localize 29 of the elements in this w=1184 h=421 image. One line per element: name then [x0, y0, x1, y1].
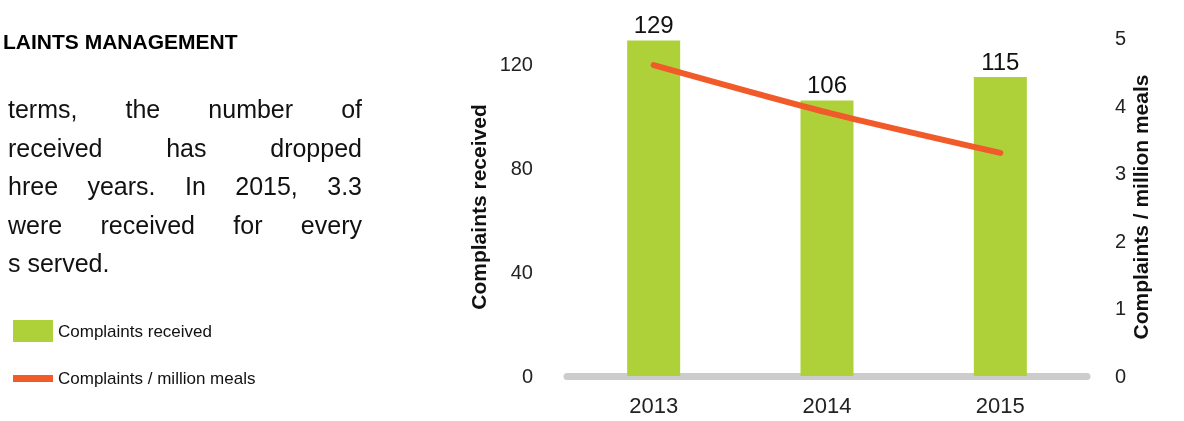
- data-label: 115: [981, 47, 1020, 75]
- data-label: 106: [806, 70, 848, 98]
- x-tick-label: 2014: [802, 392, 852, 418]
- x-tick-label: 2013: [629, 392, 679, 418]
- text: received has dropped: [8, 132, 362, 164]
- legend-label: Complaints received: [58, 321, 213, 341]
- y-tick-label: 0: [521, 365, 533, 387]
- y2-tick-label: 0: [1115, 365, 1127, 387]
- bar: [800, 100, 854, 376]
- y2-tick-label: 4: [1115, 94, 1127, 117]
- bar: [627, 40, 681, 376]
- y2-tick-label: 3: [1115, 162, 1127, 185]
- text: terms, the number of: [8, 94, 362, 125]
- y-tick-label: 40: [510, 261, 533, 283]
- text: hree years. In 2015, 3.3: [8, 171, 362, 202]
- text: s served.: [8, 248, 111, 279]
- y2-tick-label: 5: [1115, 27, 1127, 49]
- legend-label: Complaints / million meals: [58, 369, 256, 388]
- y2-axis-title: Complaints / million meals: [1129, 74, 1153, 340]
- y2-tick-label: 1: [1115, 297, 1127, 320]
- y2-tick-label: 2: [1115, 229, 1127, 252]
- y-tick-label: 80: [510, 157, 533, 179]
- y-axis-title: Complaints received: [467, 104, 490, 310]
- x-tick-label: 2015: [975, 392, 1025, 418]
- text: were received for every: [8, 209, 362, 241]
- y-tick-label: 120: [499, 53, 533, 75]
- text: LAINTS MANAGEMENT: [3, 30, 238, 53]
- data-label: 129: [633, 11, 674, 39]
- bar: [973, 77, 1027, 376]
